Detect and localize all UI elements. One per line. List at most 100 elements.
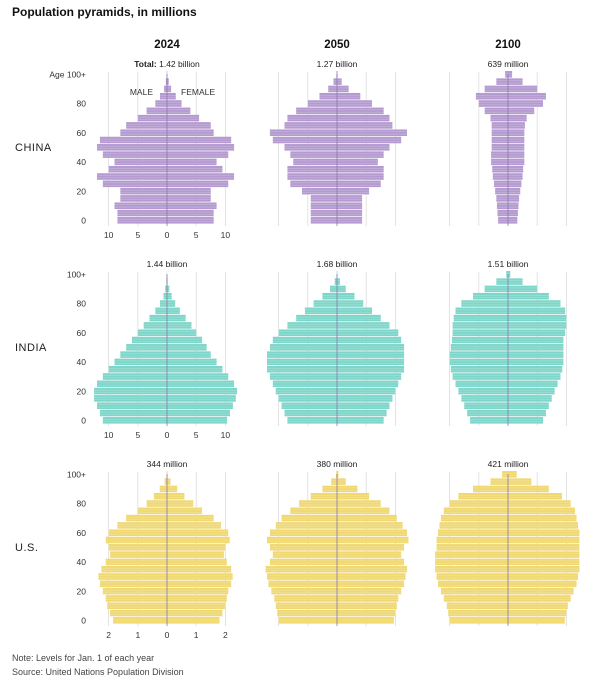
country-label-us: U.S. (15, 542, 38, 554)
bar-male-age-75 (146, 107, 167, 115)
bar-male-age-35 (267, 365, 337, 373)
y-tick-label: 80 (77, 99, 87, 109)
bar-female-age-15 (167, 195, 211, 202)
y-tick-label: 0 (81, 616, 86, 626)
bar-female-age-50 (508, 144, 525, 151)
bar-female-age-50 (167, 144, 235, 151)
y-tick-label: 20 (77, 386, 87, 396)
x-tick-label: 1 (135, 630, 140, 640)
y-tick-label: 80 (77, 299, 87, 309)
bar-male-age-70 (126, 514, 167, 522)
bar-female-age-10 (508, 602, 568, 609)
bar-female-age-65 (508, 122, 525, 129)
bar-male-age-90 (322, 485, 337, 493)
y-tick-label: Age 100+ (49, 70, 86, 80)
x-tick-label: 0 (165, 630, 170, 640)
bar-male-age-50 (108, 544, 167, 551)
bar-male-age-30 (269, 373, 337, 380)
bar-female-age-25 (508, 380, 558, 388)
bar-male-age-70 (287, 114, 337, 122)
country-label-china: CHINA (15, 142, 52, 154)
bar-male-age-95 (496, 78, 508, 85)
bar-female-age-90 (337, 485, 358, 493)
bar-female-age-60 (167, 329, 197, 336)
bar-female-age-65 (508, 522, 578, 529)
bar-male-age-20 (495, 187, 508, 195)
bar-female-age-10 (337, 202, 363, 209)
bar-female-age-70 (508, 514, 577, 522)
bar-male-age-65 (143, 322, 167, 329)
bar-female-age-60 (508, 329, 566, 336)
bar-male-age-55 (452, 336, 508, 344)
bar-female-age-90 (337, 85, 349, 93)
total-label: 1.27 billion (317, 59, 358, 69)
y-tick-label: 60 (77, 328, 87, 338)
bar-female-age-15 (337, 195, 363, 202)
bar-female-age-70 (508, 114, 527, 122)
bar-male-age-65 (452, 322, 508, 329)
bar-female-age-0 (167, 617, 220, 624)
bar-female-age-0 (337, 417, 384, 424)
bar-female-age-35 (167, 165, 223, 173)
bar-female-age-55 (337, 336, 402, 344)
bar-female-age-70 (167, 314, 186, 322)
bar-female-age-25 (167, 580, 232, 588)
bar-male-age-90 (473, 485, 508, 493)
bar-female-age-70 (337, 514, 397, 522)
bar-female-age-85 (508, 292, 549, 300)
bar-male-age-35 (287, 165, 337, 173)
bar-female-age-55 (337, 536, 409, 544)
bar-male-age-10 (97, 402, 167, 409)
x-tick-label: 5 (194, 430, 199, 440)
bar-male-age-65 (284, 122, 337, 129)
bar-male-age-30 (102, 373, 167, 380)
bar-male-age-55 (267, 536, 337, 544)
bar-female-age-40 (337, 158, 378, 166)
pyramid-us-2024: 344 million 0 20 40 60 80 100+ 2 1 0 1 2 U.S. (15, 459, 233, 640)
bar-male-age-55 (272, 336, 337, 344)
bar-male-age-30 (97, 173, 167, 180)
pyramid-india-2100: 1.51 billion (449, 259, 567, 426)
bar-male-age-65 (117, 522, 167, 529)
bar-male-age-0 (310, 217, 337, 224)
bar-female-age-20 (337, 187, 370, 195)
bar-female-age-20 (508, 387, 555, 395)
bar-male-age-55 (272, 136, 337, 144)
bar-male-age-40 (114, 358, 167, 366)
bar-female-age-40 (337, 358, 405, 366)
bar-male-age-60 (269, 129, 337, 136)
bar-female-age-85 (337, 292, 355, 300)
bar-female-age-75 (508, 107, 535, 115)
bar-male-age-15 (278, 395, 337, 402)
bar-female-age-80 (337, 100, 372, 107)
bar-female-age-25 (508, 180, 522, 188)
bar-female-age-10 (167, 402, 233, 409)
pyramid-us-2050: 380 million (265, 459, 409, 626)
bar-female-age-45 (508, 151, 525, 158)
y-tick-label: 0 (81, 216, 86, 226)
bar-female-age-60 (167, 129, 214, 136)
bar-male-age-35 (265, 565, 337, 573)
bar-female-age-0 (167, 417, 228, 424)
bar-female-age-65 (167, 322, 192, 329)
bar-male-age-20 (440, 587, 508, 595)
x-tick-label: 10 (221, 430, 231, 440)
y-tick-label: 40 (77, 557, 87, 567)
year-header-2024: 2024 (154, 39, 180, 51)
bar-male-age-15 (105, 595, 167, 602)
bar-male-age-15 (310, 195, 337, 202)
bar-male-age-10 (464, 402, 508, 409)
bar-female-age-60 (167, 529, 229, 536)
bar-male-age-75 (443, 507, 508, 515)
bar-male-age-90 (164, 85, 167, 93)
y-tick-label: 40 (77, 157, 87, 167)
bar-male-age-20 (94, 387, 167, 395)
bar-male-age-85 (153, 492, 167, 500)
bar-male-age-55 (132, 336, 167, 344)
bar-male-age-5 (277, 609, 337, 617)
bar-female-age-85 (167, 492, 185, 500)
bar-female-age-65 (167, 122, 211, 129)
bar-male-age-65 (287, 322, 337, 329)
bar-female-age-50 (167, 544, 226, 551)
